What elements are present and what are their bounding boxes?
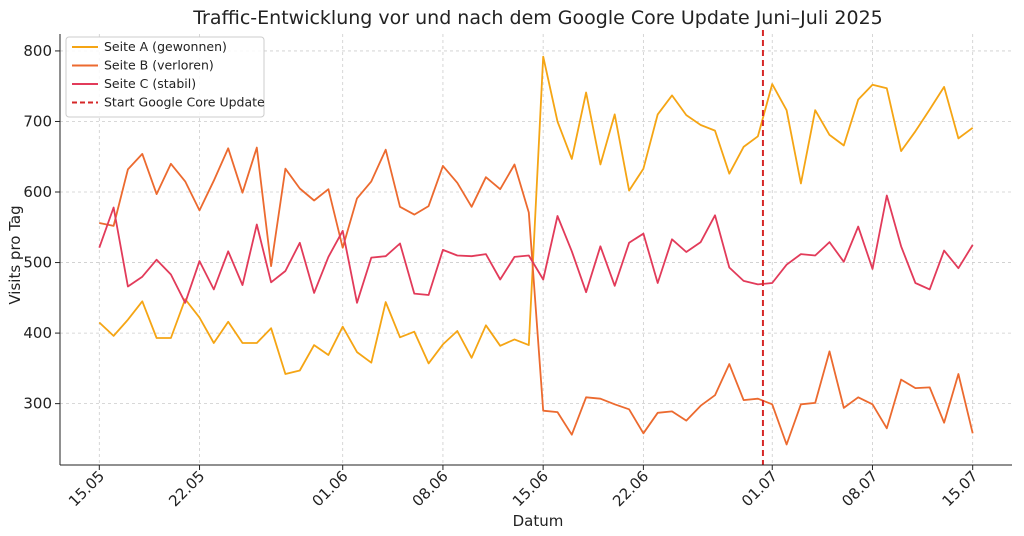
y-tick-label: 600 bbox=[23, 183, 52, 201]
series-layer bbox=[98, 55, 974, 446]
y-tick-label: 400 bbox=[23, 324, 52, 342]
series-line-2 bbox=[99, 146, 974, 446]
chart-title: Traffic-Entwicklung vor und nach dem Goo… bbox=[192, 7, 883, 29]
legend-label: Seite B (verloren) bbox=[104, 58, 214, 73]
y-tick-label: 700 bbox=[23, 112, 52, 130]
axes bbox=[59, 34, 1012, 466]
legend-label: Seite C (stabil) bbox=[104, 76, 196, 91]
legend-box bbox=[65, 36, 265, 118]
series-line-1 bbox=[98, 55, 974, 375]
y-tick-label: 500 bbox=[23, 254, 52, 272]
y-axis-label: Visits pro Tag bbox=[6, 205, 24, 304]
series-line-3 bbox=[98, 194, 974, 304]
legend: Seite A (gewonnen) Seite B (verloren) Seit… bbox=[65, 36, 265, 118]
y-tick-label: 800 bbox=[23, 42, 52, 60]
legend-label: Seite A (gewonnen) bbox=[104, 39, 227, 54]
y-tick-label: 300 bbox=[23, 395, 52, 413]
x-axis-label: Datum bbox=[513, 512, 564, 530]
legend-label: Start Google Core Update bbox=[104, 95, 265, 110]
